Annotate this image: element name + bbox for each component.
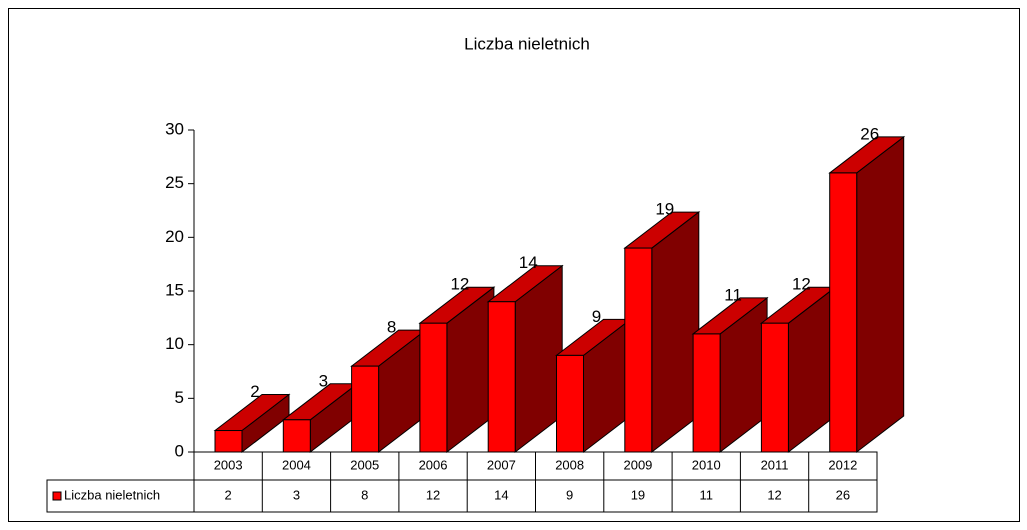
- data-label: 12: [792, 275, 811, 294]
- bar: [692, 333, 721, 453]
- data-label: 19: [655, 200, 674, 219]
- legend-key: [52, 491, 62, 501]
- table-cell: 19: [631, 487, 645, 502]
- data-label: 8: [387, 318, 396, 337]
- table-header: 2005: [350, 457, 379, 472]
- y-tick-label: 30: [165, 119, 184, 138]
- table-cell: 3: [293, 487, 300, 502]
- data-label: 11: [724, 285, 742, 304]
- data-label: 12: [450, 275, 469, 294]
- table-header: 2011: [761, 457, 789, 472]
- table-cell: 12: [767, 487, 781, 502]
- table-cell: 9: [566, 487, 573, 502]
- table-cell: 11: [700, 487, 714, 502]
- table-cell: 2: [225, 487, 232, 502]
- bar: [624, 247, 653, 453]
- y-tick-label: 10: [165, 334, 184, 353]
- bar-side: [651, 211, 700, 454]
- table-cell: 26: [836, 487, 850, 502]
- table-header: 2009: [623, 457, 652, 472]
- bar: [829, 172, 858, 453]
- y-tick-label: 20: [165, 227, 184, 246]
- chart-title: Liczba nieletnich: [464, 34, 590, 53]
- legend-label: Liczba nieletnich: [64, 487, 160, 502]
- y-tick-label: 0: [175, 441, 184, 460]
- y-tick-label: 15: [165, 280, 184, 299]
- bar: [487, 301, 516, 453]
- table-cell: 8: [361, 487, 368, 502]
- bar: [214, 430, 243, 453]
- bar: [556, 354, 584, 453]
- table-header: 2006: [419, 457, 448, 472]
- bar: [282, 419, 311, 453]
- y-tick-label: 25: [165, 173, 184, 192]
- data-label: 3: [319, 371, 328, 390]
- table-header: 2003: [214, 457, 243, 472]
- bar: [419, 322, 448, 453]
- table-cell: 14: [494, 487, 508, 502]
- y-tick-label: 5: [175, 388, 184, 407]
- table-header: 2012: [828, 457, 857, 472]
- table-header: 2007: [487, 457, 516, 472]
- table-row: [46, 479, 878, 513]
- data-label: 26: [860, 124, 879, 143]
- table-header: 2004: [282, 457, 311, 472]
- table-header: 2008: [555, 457, 584, 472]
- data-label: 14: [519, 253, 538, 272]
- bar-side: [856, 135, 905, 454]
- table-cell: 12: [426, 487, 440, 502]
- data-label: 2: [250, 382, 259, 401]
- table-header: 2010: [692, 457, 721, 472]
- bar: [760, 322, 789, 453]
- data-label: 9: [592, 307, 601, 326]
- bar: [351, 365, 380, 453]
